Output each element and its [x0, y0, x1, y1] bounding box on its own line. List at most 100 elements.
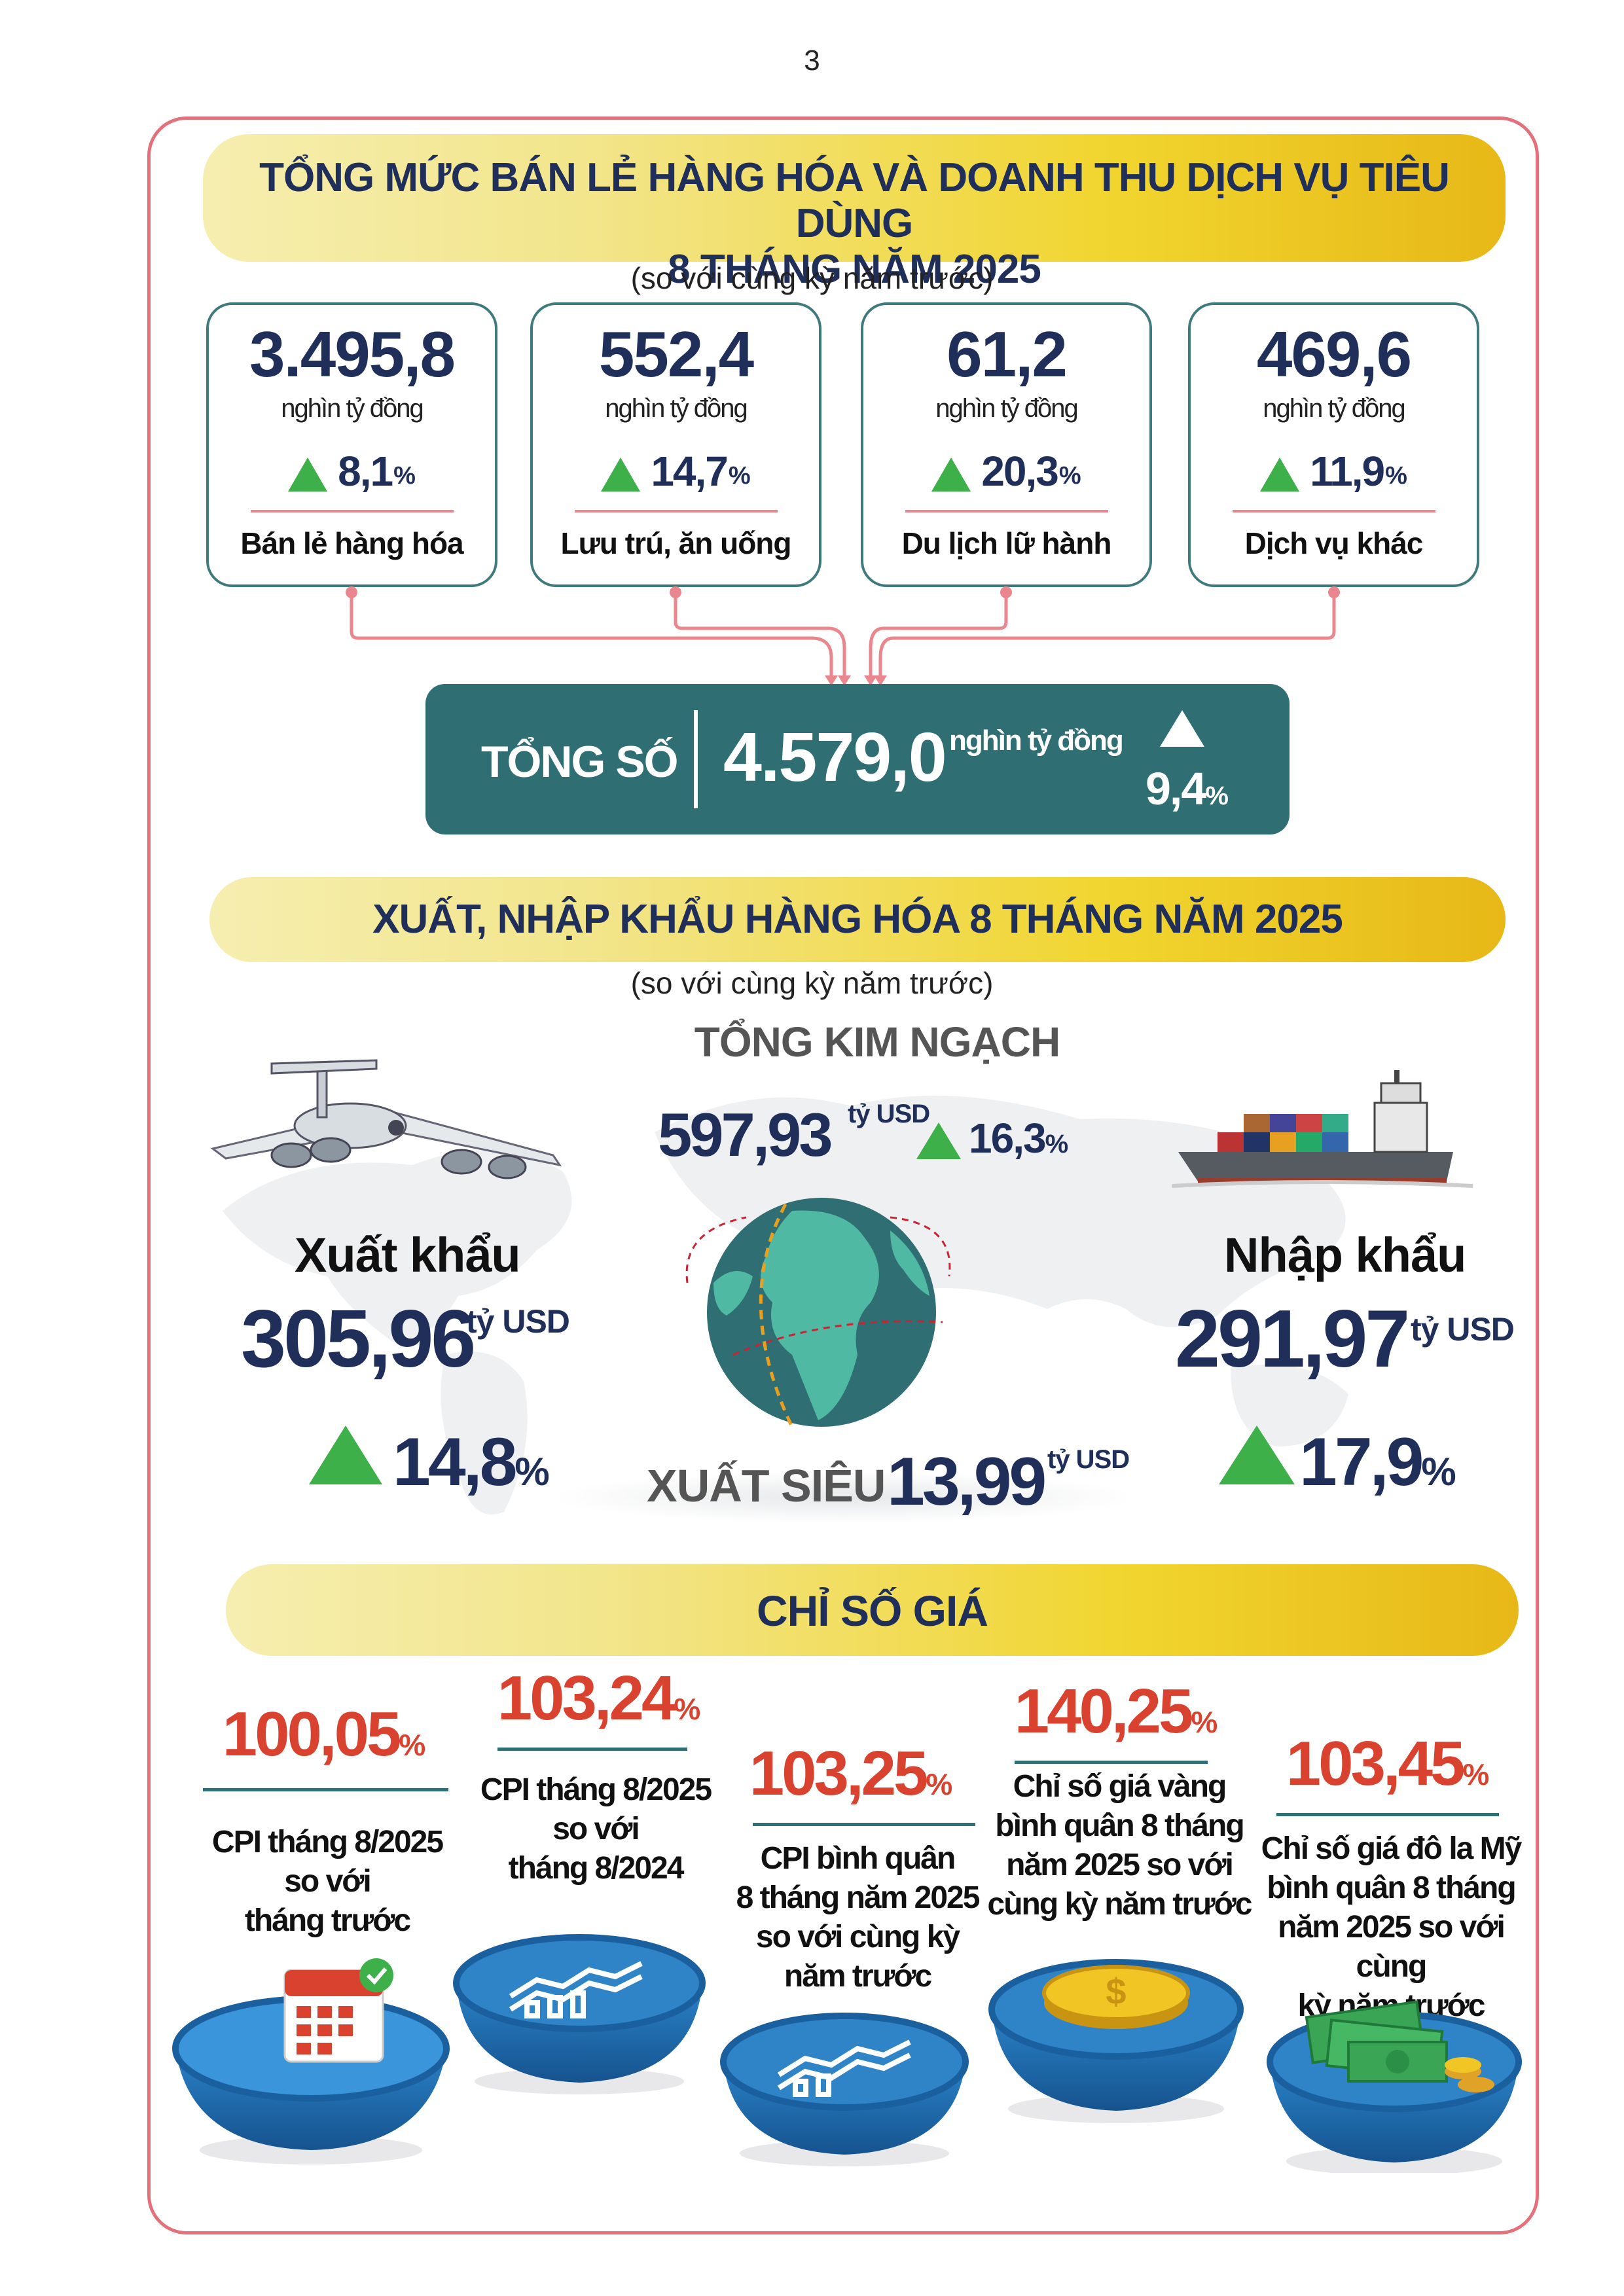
- prices-title-banner: CHỈ SỐ GIÁ: [226, 1564, 1519, 1656]
- price-label-line: Chỉ số giá đô la Mỹ: [1261, 1831, 1523, 1866]
- svg-text:$: $: [1106, 1971, 1126, 2012]
- surplus-unit: tỷ USD: [1047, 1445, 1130, 1474]
- card-unit: nghìn tỷ đồng: [1263, 394, 1405, 423]
- divider: [574, 510, 778, 512]
- export-growth: 14,8%: [393, 1424, 550, 1501]
- divider: [1232, 510, 1435, 512]
- price-label: Chỉ số giá đô la Mỹ bình quân 8 tháng nă…: [1240, 1829, 1542, 2026]
- price-label: CPI tháng 8/2025 so với tháng trước: [190, 1823, 465, 1941]
- gold-coin-icon: $: [1042, 1965, 1190, 2029]
- card-value: 61,2: [947, 318, 1068, 390]
- prices-title: CHỈ SỐ GIÁ: [756, 1587, 988, 1635]
- import-growth-value: 17,9: [1299, 1424, 1424, 1500]
- percent-sign: %: [926, 1767, 953, 1801]
- price-label-line: so với: [552, 1812, 640, 1846]
- percent-sign: %: [514, 1450, 549, 1494]
- bowl-4: $: [988, 1959, 1244, 2123]
- price-label-line: so với cùng kỳ: [755, 1920, 960, 1954]
- up-arrow-icon: [931, 457, 971, 492]
- percent-sign: %: [1205, 781, 1229, 810]
- card-label: Du lịch lữ hành: [901, 526, 1112, 560]
- card-unit: nghìn tỷ đồng: [935, 394, 1078, 423]
- retail-card-tourism: 61,2 nghìn tỷ đồng 20,3% Du lịch lữ hành: [861, 302, 1152, 587]
- divider: [250, 510, 454, 512]
- retail-note: (so với cùng kỳ năm trước): [630, 261, 994, 295]
- turnover-value: 597,93: [658, 1100, 833, 1169]
- price-value-number: 103,45: [1286, 1729, 1466, 1799]
- orbit-dash: [685, 1216, 951, 1283]
- retail-card-other-services: 469,6 nghìn tỷ đồng 11,9% Dịch vụ khác: [1188, 302, 1479, 587]
- price-label-line: Chỉ số giá vàng: [1013, 1769, 1227, 1804]
- price-label-line: CPI tháng 8/2025: [211, 1825, 444, 1859]
- total-label: TỔNG SỐ: [481, 737, 679, 787]
- card-unit: nghìn tỷ đồng: [281, 394, 424, 423]
- card-value: 3.495,8: [249, 318, 456, 390]
- divider: [905, 510, 1108, 512]
- card-label: Lưu trú, ăn uống: [560, 526, 791, 560]
- percent-sign: %: [399, 1728, 426, 1762]
- growth-value: 11,9: [1310, 448, 1385, 495]
- price-label-line: tháng trước: [244, 1903, 411, 1938]
- card-label: Dịch vụ khác: [1244, 526, 1424, 560]
- trade-title-banner: XUẤT, NHẬP KHẨU HÀNG HÓA 8 THÁNG NĂM 202…: [209, 877, 1506, 962]
- chart-icon: [509, 1961, 643, 2018]
- export-growth-value: 14,8: [393, 1424, 517, 1500]
- percent-sign: %: [1191, 1705, 1218, 1739]
- price-label-line: cùng kỳ năm trước: [987, 1887, 1253, 1922]
- growth-value: 20,3: [981, 448, 1059, 495]
- price-value-number: 103,24: [497, 1663, 677, 1733]
- up-arrow-icon: [309, 1426, 382, 1484]
- price-label-line: năm 2025 so với cùng: [1278, 1910, 1506, 1984]
- surplus-label: XUẤT SIÊU: [647, 1460, 886, 1511]
- export-unit: tỷ USD: [466, 1303, 570, 1340]
- price-label-line: tháng 8/2024: [508, 1851, 685, 1886]
- percent-sign: %: [1462, 1757, 1490, 1791]
- retail-card-accommodation: 552,4 nghìn tỷ đồng 14,7% Lưu trú, ăn uố…: [530, 302, 821, 587]
- calendar-icon: [283, 1958, 393, 2063]
- export-value: 305,96: [241, 1294, 476, 1384]
- card-growth: 8,1%: [209, 448, 495, 495]
- cargo-ship-icon: [1172, 1070, 1473, 1188]
- up-arrow-icon: [1219, 1426, 1295, 1484]
- price-label: CPI bình quân 8 tháng năm 2025 so với cù…: [720, 1839, 995, 1996]
- card-connectors: [346, 586, 1340, 686]
- bowl-3: [720, 2013, 969, 2166]
- bowl-5: [1267, 2000, 1522, 2173]
- percent-sign: %: [728, 462, 751, 490]
- total-value: 4.579,0: [723, 719, 947, 796]
- growth-value: 14,7: [651, 448, 729, 495]
- up-arrow-icon: [1260, 457, 1300, 492]
- price-label: Chỉ số giá vàng bình quân 8 tháng năm 20…: [975, 1767, 1263, 1924]
- price-label-line: năm 2025 so với: [1006, 1848, 1234, 1882]
- price-value: 100,05%: [200, 1698, 448, 1770]
- up-arrow-icon: [916, 1122, 961, 1159]
- price-divider: [203, 1788, 448, 1791]
- percent-sign: %: [1058, 462, 1081, 490]
- turnover-label: TỔNG KIM NGẠCH: [694, 1018, 1060, 1066]
- card-growth: 20,3%: [863, 448, 1149, 495]
- total-unit: nghìn tỷ đồng: [949, 725, 1124, 757]
- price-divider: [1276, 1813, 1499, 1816]
- card-growth: 14,7%: [533, 448, 819, 495]
- price-value-number: 103,25: [749, 1738, 929, 1808]
- percent-sign: %: [1421, 1450, 1456, 1494]
- growth-value: 8,1: [338, 448, 393, 495]
- price-label-line: 8 tháng năm 2025: [736, 1880, 981, 1915]
- price-divider: [753, 1823, 975, 1826]
- price-label-line: CPI bình quân: [760, 1841, 956, 1876]
- percent-sign: %: [674, 1692, 701, 1726]
- price-divider: [497, 1748, 687, 1751]
- price-label: CPI tháng 8/2025 so với tháng 8/2024: [458, 1770, 733, 1888]
- price-value: 140,25%: [992, 1676, 1240, 1748]
- retail-total-box: TỔNG SỐ 4.579,0 nghìn tỷ đồng 9,4%: [425, 684, 1290, 834]
- card-label: Bán lẻ hàng hóa: [240, 526, 463, 560]
- airplane-icon: [210, 1059, 562, 1179]
- price-value: 103,25%: [727, 1738, 975, 1810]
- percent-sign: %: [393, 462, 416, 490]
- surplus-shadow: [550, 1471, 1139, 1524]
- price-bowls: $: [172, 1934, 1522, 2173]
- up-arrow-icon: [288, 457, 328, 492]
- up-arrow-icon: [601, 457, 641, 492]
- percent-sign: %: [1045, 1130, 1069, 1158]
- import-label: Nhập khẩu: [1224, 1228, 1466, 1282]
